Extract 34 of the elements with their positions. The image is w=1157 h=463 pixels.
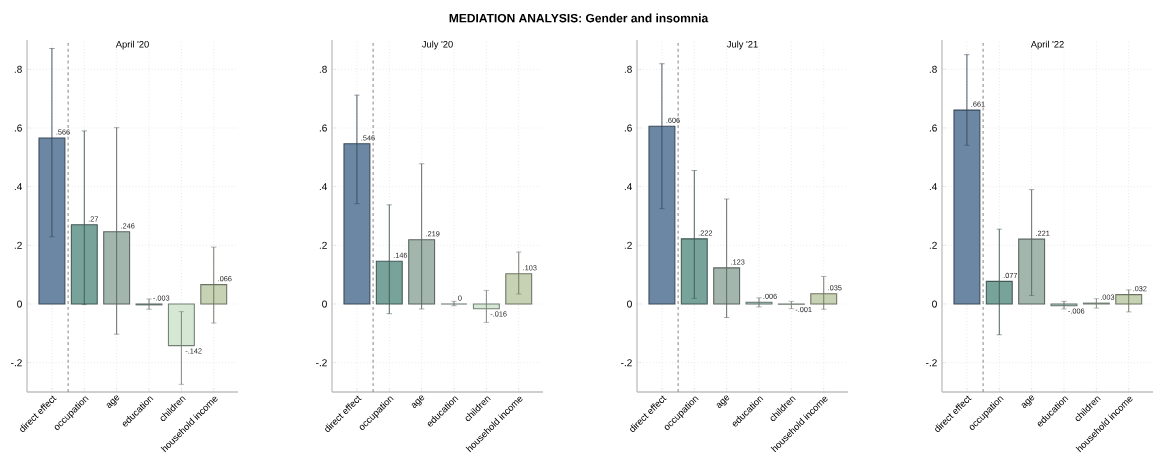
y-tick-label: .2 <box>929 241 937 249</box>
y-tick-label: -.2 <box>11 359 22 367</box>
chart-title: April '22 <box>1030 40 1064 50</box>
y-tick-label: .4 <box>319 183 328 191</box>
y-tick-label: .4 <box>929 183 937 191</box>
y-tick-label: 0 <box>932 300 937 308</box>
chart-title: April '20 <box>115 40 149 50</box>
y-tick-label: .6 <box>14 124 22 132</box>
y-tick-label: .6 <box>319 124 327 132</box>
y-tick-label: -.2 <box>926 359 937 367</box>
y-tick-label: .6 <box>624 124 632 132</box>
y-tick-label: .8 <box>319 65 327 73</box>
y-tick-label: .2 <box>319 241 327 249</box>
x-tick-label: age <box>106 395 120 409</box>
y-tick-label: .4 <box>624 183 632 191</box>
y-tick-label: .6 <box>929 124 937 132</box>
y-tick-label: .8 <box>14 65 22 73</box>
x-tick-label: age <box>716 395 730 409</box>
bar <box>648 125 676 305</box>
y-tick-label: .2 <box>624 241 632 249</box>
y-tick-label: -.2 <box>316 359 327 367</box>
y-tick-label: 0 <box>627 300 632 308</box>
y-tick-label: 0 <box>322 300 327 308</box>
text: MEDIATION ANALYSIS: Gender and insomnia <box>449 13 709 23</box>
x-tick-label: age <box>1021 395 1035 409</box>
chart-title: July '21 <box>726 40 758 50</box>
y-tick-label: .8 <box>929 65 937 73</box>
x-tick-label: age <box>411 395 425 409</box>
y-tick-label: .2 <box>14 241 22 249</box>
chart-title: July '20 <box>421 40 453 50</box>
y-tick-label: 0 <box>17 300 22 308</box>
y-tick-label: .8 <box>624 65 632 73</box>
y-tick-label: -.2 <box>621 359 632 367</box>
y-tick-label: .4 <box>14 183 23 191</box>
